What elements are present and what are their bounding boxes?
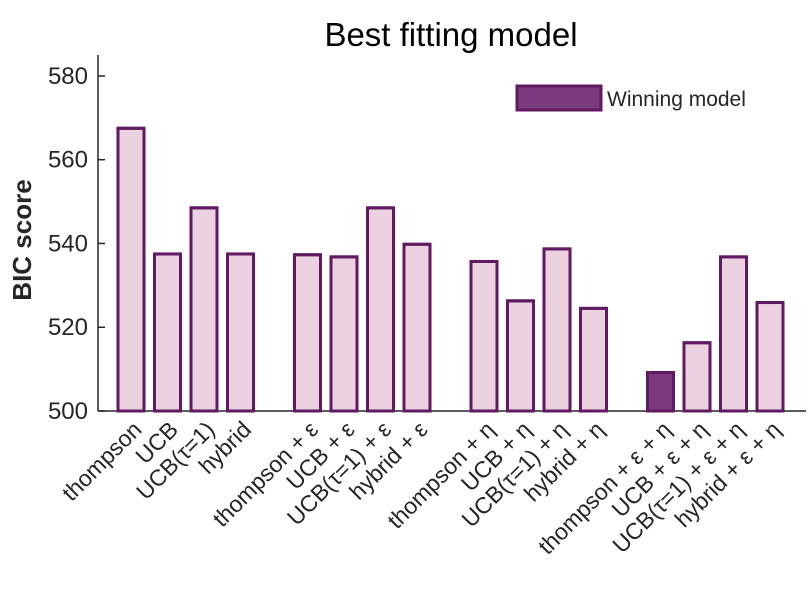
bar xyxy=(506,299,535,413)
bar xyxy=(542,247,572,413)
bar xyxy=(116,126,146,413)
legend-swatch-winning-model xyxy=(515,84,603,112)
y-tick-label: 560 xyxy=(48,147,88,174)
bar xyxy=(189,206,219,413)
y-tick-label: 540 xyxy=(48,230,88,257)
bar xyxy=(755,301,785,413)
bar xyxy=(719,255,748,413)
bar xyxy=(329,255,359,413)
bar xyxy=(469,259,499,413)
y-axis-label: BIC score xyxy=(7,179,37,300)
x-tick-label: thompson xyxy=(57,416,147,506)
bars xyxy=(116,126,785,413)
bar xyxy=(226,252,255,413)
legend-label: Winning model xyxy=(607,88,746,111)
chart-title: Best fitting model xyxy=(324,16,577,53)
bar xyxy=(682,341,712,413)
bar xyxy=(579,306,608,413)
bar xyxy=(153,252,182,413)
y-tick-label: 520 xyxy=(48,314,88,341)
bar xyxy=(366,206,395,413)
legend: Winning model xyxy=(515,84,746,112)
bar xyxy=(293,253,322,413)
y-tick-label: 500 xyxy=(48,398,88,425)
bar xyxy=(402,242,432,413)
bar-winning xyxy=(646,370,675,413)
y-tick-label: 580 xyxy=(48,63,88,90)
